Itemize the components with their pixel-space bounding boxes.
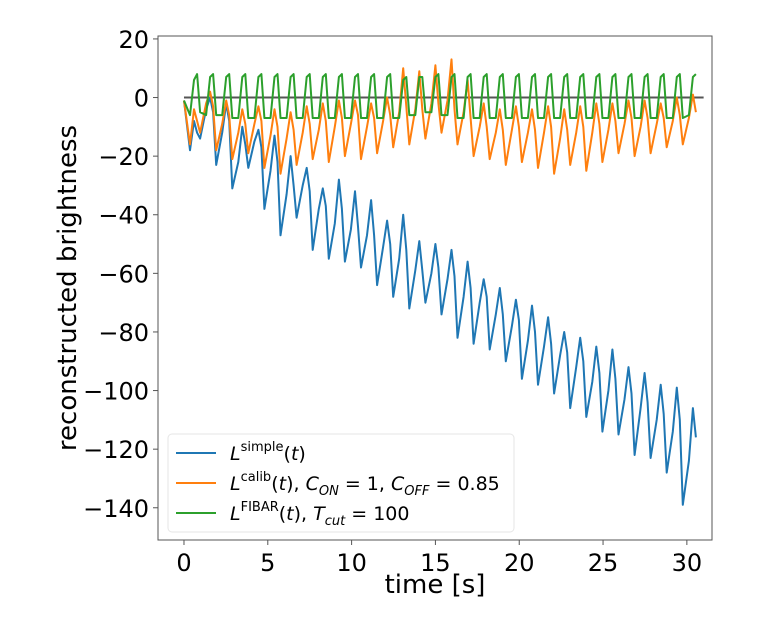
y-tick-label: −40 [98,202,149,230]
series-line-fibar [183,73,697,119]
legend: Lsimple(t) Lcalib(t), CON = 1, COFF = 0.8… [167,433,515,533]
x-tick-label: 10 [336,549,367,577]
y-tick-label: −20 [98,143,149,171]
x-tick-label: 25 [588,549,619,577]
x-tick-label: 30 [672,549,703,577]
y-axis: 20 0 −20 −40 −60 −80 −100 −120 −140 [83,26,158,523]
x-tick-label: 5 [260,549,275,577]
y-axis-label: reconstructed brightness [53,125,83,451]
series-layer [183,58,704,506]
y-tick-label: 0 [134,85,149,113]
series-line-calib [183,58,697,175]
y-tick-label: 20 [118,26,149,54]
y-tick-label: −120 [83,436,149,464]
series-line-simple [183,96,697,506]
y-tick-label: −80 [98,319,149,347]
y-tick-label: −60 [98,260,149,288]
legend-box [167,433,515,533]
legend-label: Lsimple(t) [230,440,306,465]
x-tick-label: 20 [504,549,535,577]
legend-label: LFIBAR(t), Tcut = 100 [230,500,409,529]
x-axis: 0 5 10 15 20 25 30 [176,540,702,577]
legend-entry-calib: Lcalib(t), CON = 1, COFF = 0.85 [176,470,500,499]
x-tick-label: 15 [420,549,451,577]
legend-entry-simple: Lsimple(t) [176,440,306,465]
y-tick-label: −140 [83,495,149,523]
y-tick-label: −100 [83,378,149,406]
x-axis-label: time [s] [385,570,486,600]
x-tick-label: 0 [176,549,191,577]
legend-entry-fibar: LFIBAR(t), Tcut = 100 [176,500,409,529]
legend-label: Lcalib(t), CON = 1, COFF = 0.85 [230,470,500,499]
